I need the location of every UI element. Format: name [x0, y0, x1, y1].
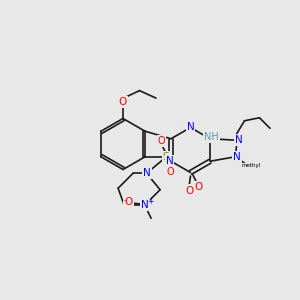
Text: N: N	[235, 135, 243, 145]
Text: O: O	[119, 97, 127, 107]
Text: S: S	[163, 152, 169, 162]
Text: N: N	[143, 168, 151, 178]
Text: O: O	[124, 197, 133, 207]
Text: +: +	[147, 197, 154, 206]
Text: O: O	[195, 182, 203, 193]
Text: O: O	[158, 136, 165, 146]
Text: N: N	[233, 152, 241, 162]
Text: NH: NH	[204, 132, 219, 142]
Text: N: N	[166, 156, 173, 166]
Text: O: O	[167, 167, 174, 177]
Text: O: O	[185, 185, 193, 196]
Text: N: N	[187, 122, 194, 133]
Text: ⁻: ⁻	[122, 198, 127, 207]
Text: N: N	[141, 200, 149, 210]
Text: methyl: methyl	[241, 163, 260, 168]
